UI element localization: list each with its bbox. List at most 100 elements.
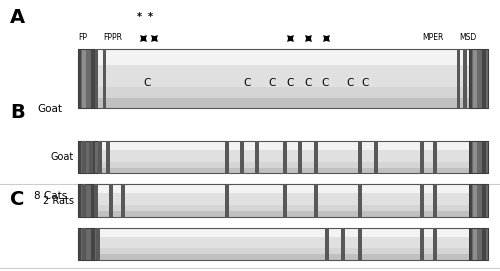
Text: Goat: Goat	[38, 104, 62, 114]
Bar	[374, 141, 378, 173]
Bar	[78, 184, 96, 217]
Bar	[225, 184, 229, 217]
Text: C: C	[269, 78, 276, 88]
Bar	[82, 141, 86, 173]
Bar	[82, 228, 86, 260]
Bar	[91, 184, 94, 217]
Bar	[358, 228, 362, 260]
Text: FP: FP	[78, 33, 87, 42]
Bar	[255, 141, 260, 173]
Bar	[482, 141, 486, 173]
Text: *: *	[137, 12, 142, 22]
Bar	[468, 141, 487, 173]
Bar	[78, 141, 488, 150]
Text: A: A	[10, 8, 25, 27]
Bar	[420, 184, 424, 217]
Bar	[325, 228, 330, 260]
Bar	[94, 184, 98, 217]
Text: C: C	[244, 78, 251, 88]
Bar	[78, 49, 488, 66]
Bar	[358, 141, 362, 173]
Bar	[78, 49, 488, 108]
Bar	[98, 141, 102, 173]
Bar	[468, 228, 487, 260]
Bar	[91, 141, 94, 173]
Text: MPER: MPER	[422, 33, 443, 42]
Bar	[89, 141, 93, 173]
Text: *: *	[148, 12, 153, 22]
Bar	[121, 184, 125, 217]
Bar	[82, 184, 86, 217]
Text: 8 Cats: 8 Cats	[34, 191, 67, 201]
Bar	[482, 49, 486, 108]
Bar	[78, 205, 488, 211]
Text: C: C	[304, 78, 312, 88]
Bar	[473, 228, 478, 260]
Bar	[298, 141, 302, 173]
Bar	[78, 49, 488, 108]
Bar	[468, 184, 472, 217]
Bar	[78, 98, 488, 108]
Bar	[78, 228, 96, 260]
Bar	[314, 141, 318, 173]
Bar	[78, 162, 488, 167]
Bar	[78, 228, 96, 260]
Bar	[433, 141, 437, 173]
Text: C: C	[10, 190, 24, 209]
Text: C: C	[286, 78, 294, 88]
Bar	[473, 141, 478, 173]
Bar	[78, 184, 488, 217]
Bar	[473, 184, 478, 217]
Bar	[420, 228, 424, 260]
Bar	[468, 141, 472, 173]
Bar	[78, 184, 488, 193]
Bar	[433, 228, 437, 260]
Bar	[283, 184, 287, 217]
Bar	[78, 184, 96, 217]
Bar	[96, 228, 100, 260]
Bar	[468, 49, 472, 108]
Bar	[78, 49, 96, 108]
Text: MSD: MSD	[459, 33, 476, 42]
Bar	[82, 228, 86, 260]
Bar	[468, 228, 487, 260]
Bar	[78, 184, 81, 217]
Text: Goat: Goat	[51, 152, 74, 162]
Bar	[225, 141, 229, 173]
Bar	[464, 49, 467, 108]
Bar	[78, 141, 96, 173]
Bar	[82, 141, 86, 173]
Bar	[433, 184, 437, 217]
Bar	[106, 141, 110, 173]
Bar	[78, 228, 488, 237]
Bar	[468, 228, 472, 260]
Bar	[482, 228, 486, 260]
Bar	[457, 49, 460, 108]
Bar	[78, 49, 81, 108]
Bar	[240, 141, 244, 173]
Bar	[78, 211, 488, 217]
Bar	[78, 184, 488, 217]
Bar	[468, 184, 487, 217]
Bar	[91, 49, 94, 108]
Text: C: C	[144, 78, 151, 88]
Bar	[283, 141, 287, 173]
Bar	[95, 49, 98, 108]
Bar	[78, 141, 81, 173]
Bar	[103, 49, 106, 108]
Text: B: B	[10, 103, 25, 122]
Bar	[482, 184, 486, 217]
Bar	[314, 184, 318, 217]
Bar	[78, 141, 488, 173]
Bar	[78, 228, 81, 260]
Text: 2 Rats: 2 Rats	[43, 196, 74, 205]
Bar	[420, 141, 424, 173]
Bar	[82, 184, 86, 217]
Text: C: C	[322, 78, 329, 88]
Bar	[473, 49, 478, 108]
Bar	[468, 141, 487, 173]
Text: FPPR: FPPR	[103, 33, 122, 42]
Bar	[82, 49, 86, 108]
Bar	[78, 167, 488, 173]
Bar	[78, 141, 488, 173]
